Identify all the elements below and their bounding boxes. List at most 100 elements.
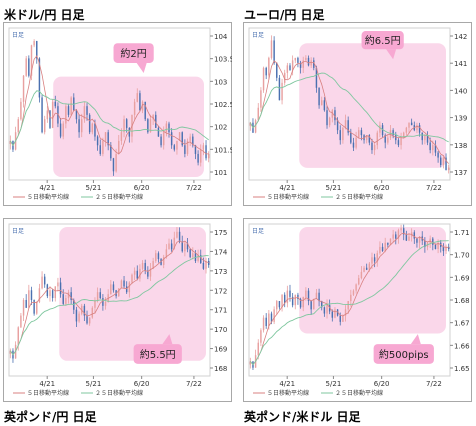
chart-title-usdjpy: 米ドル/円 日足 [4,8,85,22]
candle-body [310,301,312,310]
candle-body [70,292,72,300]
candle-body [176,231,178,238]
candle-body [176,140,178,150]
x-tick-label: 5/21 [86,184,102,192]
candle-body [278,77,281,101]
y-tick-label: 1.68 [454,297,470,305]
candle-body [200,255,202,263]
candle-body [78,313,80,322]
y-tick-label: 169 [214,346,227,354]
candle-body [144,262,146,271]
candle-body [447,246,450,249]
chart-title-gbpusd: 英ポンド/米ドル 日足 [244,410,361,424]
candle-body [20,101,22,120]
callout-bubble [113,43,154,63]
candle-body [128,282,131,293]
y-tick-label: 140 [454,87,467,95]
callout-text: 約2円 [120,47,146,60]
candle-body [30,45,33,76]
candle-body [410,122,413,126]
candle-body [194,145,197,154]
candle-body [118,140,120,154]
candle-body [133,270,136,275]
candle-body [62,294,64,304]
candle-body [273,309,275,322]
candle-body [178,132,181,141]
candle-body [184,243,186,252]
candle-body [162,132,165,146]
callout-bubble [133,344,182,364]
candle-body [136,93,138,102]
x-tick-label: 7/22 [426,380,442,388]
candle-body [373,145,376,151]
candle-body [307,57,310,66]
candle-body [152,261,154,269]
candle-body [62,123,64,137]
candle-body [397,140,400,146]
candles [249,35,450,174]
candle-body [262,67,265,91]
candle-body [358,130,360,138]
candle-body [99,292,101,299]
candle-body [51,290,54,299]
candle-body [326,110,328,126]
candle-body [426,135,429,143]
candle-body [318,87,320,106]
candle-body [41,97,43,133]
candle-body [445,157,447,171]
candle-body [347,301,349,310]
candle-body [447,167,450,171]
candle-body [281,82,283,101]
candle-body [88,114,91,133]
candle-body [313,298,315,310]
candle-body [318,292,320,302]
candle-body [365,267,368,270]
candle-body [421,132,423,141]
x-tick-label: 4/21 [279,184,295,192]
candle-body [352,142,355,148]
x-tick-label: 7/22 [186,380,202,388]
callout-bubble [361,31,404,50]
candle-body [429,238,431,243]
candle-body [392,130,394,136]
candle-body [299,62,302,68]
callout-tail [410,334,421,345]
candle-body [170,132,173,146]
candle-body [268,313,270,327]
candle-body [336,120,339,131]
candle-body [432,238,434,245]
candle-body [360,271,363,279]
candle-body [54,286,57,299]
candle-body [418,125,421,133]
candle-body [67,106,70,115]
candle-body [9,140,12,144]
candle-body [276,62,278,78]
candle-body [94,300,96,308]
candle-body [395,135,397,141]
candle-body [294,294,297,306]
candle-body [49,290,51,297]
candle-body [355,284,357,291]
ma25-line [249,72,449,143]
x-tick-label: 4/21 [39,380,55,388]
ma5-line [9,240,209,356]
candle-body [36,301,38,314]
x-tick-label: 4/21 [279,380,295,388]
candle-body [86,315,88,324]
legend-label-ma25: ２５日移動平均線 [335,193,383,201]
candle-body [155,114,157,128]
candle-body [28,290,30,308]
candle-body [125,119,128,128]
highlight-range [59,227,206,361]
candle-body [186,243,189,250]
candle-body [344,309,347,316]
candle-body [429,142,431,151]
candle-body [328,117,331,126]
x-tick-label: 4/21 [39,184,55,192]
candle-body [54,101,57,107]
candle-body [120,132,123,141]
callout-text: 約6.5円 [365,34,401,47]
candle-body [38,288,41,302]
candle-body [326,305,328,314]
candle-body [181,132,183,146]
